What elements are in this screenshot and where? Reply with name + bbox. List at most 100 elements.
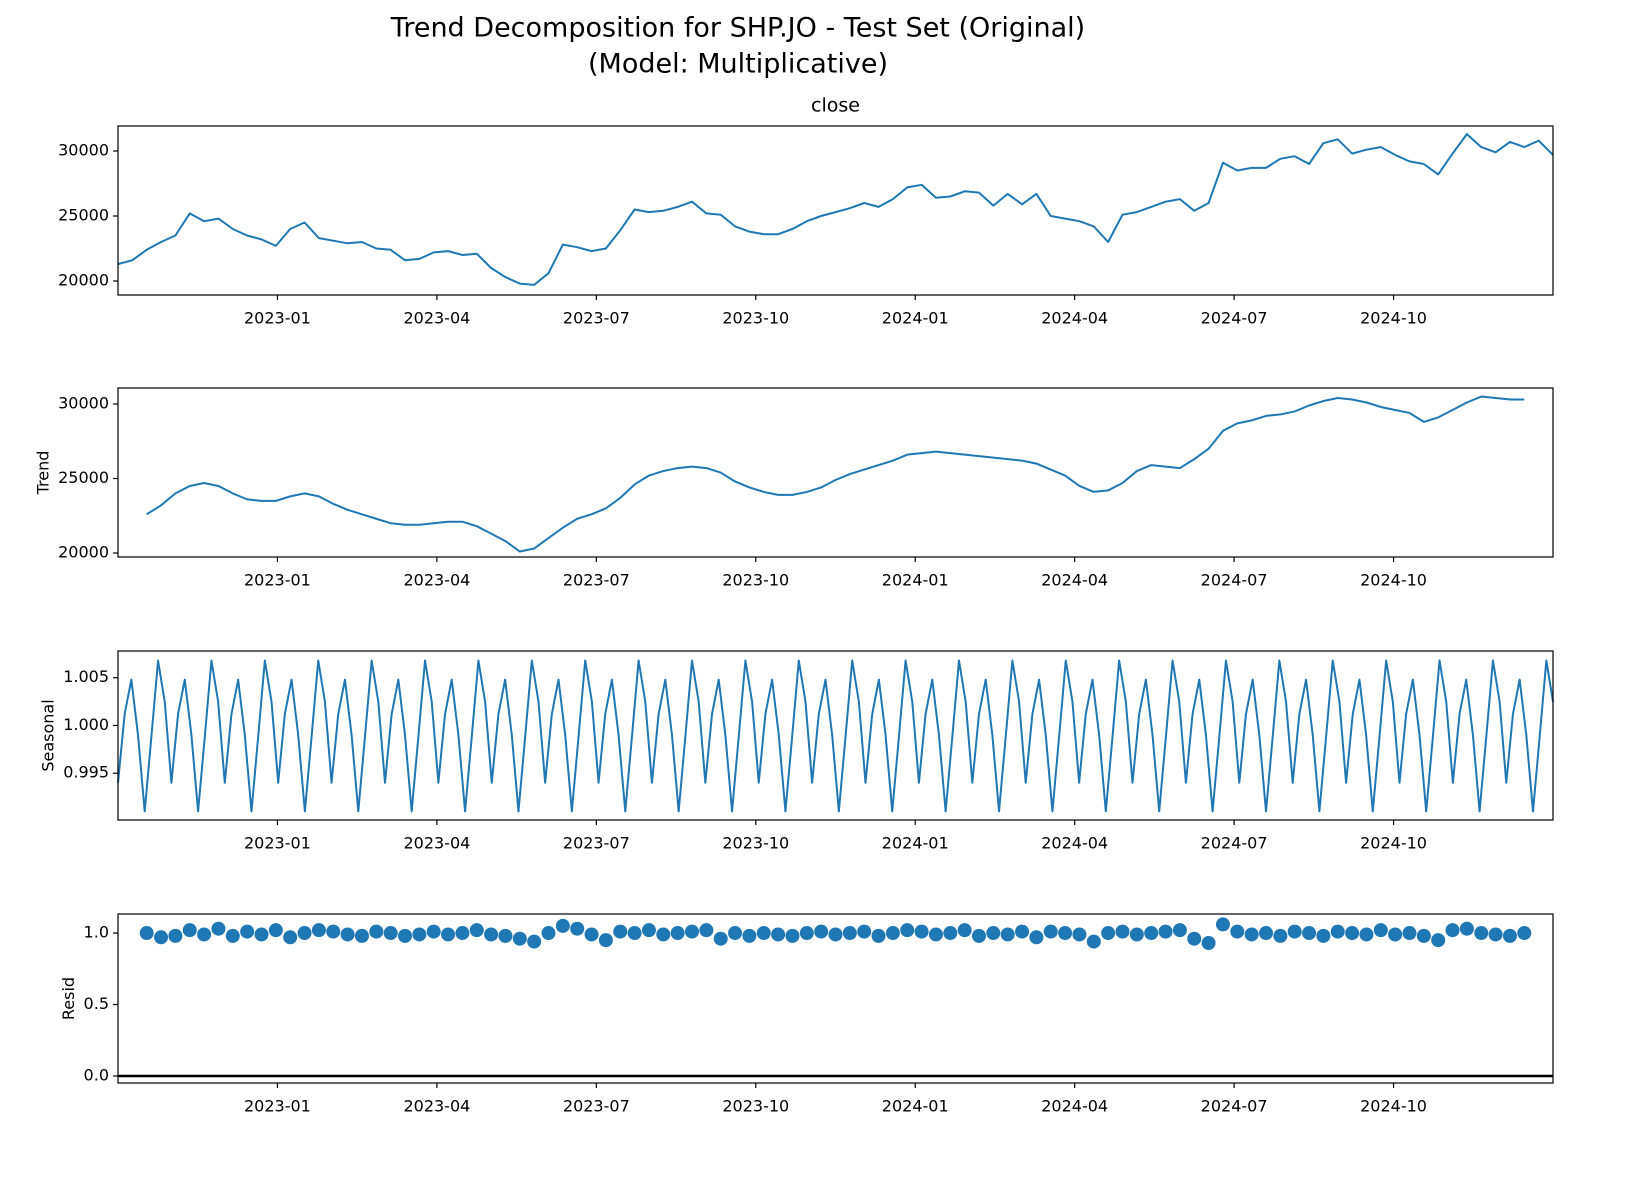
x-tick-label: 2023-07 <box>563 571 630 590</box>
resid-point <box>1172 923 1187 938</box>
resid-point <box>555 918 570 933</box>
x-tick-label: 2023-04 <box>403 309 470 328</box>
resid-point <box>1373 923 1388 938</box>
resid-point <box>957 923 972 938</box>
resid-point <box>340 927 355 942</box>
resid-point <box>1445 923 1460 938</box>
x-tick-label: 2023-01 <box>244 1097 311 1116</box>
resid-point <box>455 926 470 941</box>
resid-point <box>785 928 800 943</box>
y-tick-label: 25000 <box>58 205 109 224</box>
resid-point <box>728 926 743 941</box>
x-tick-label: 2024-07 <box>1201 571 1268 590</box>
resid-point <box>225 928 240 943</box>
resid-point <box>685 924 699 939</box>
resid-point <box>1402 926 1417 941</box>
x-tick-label: 2024-01 <box>882 1097 949 1116</box>
x-tick-label: 2024-04 <box>1041 834 1108 853</box>
x-tick-label: 2024-04 <box>1041 571 1108 590</box>
axes-frame <box>117 913 1554 1084</box>
axes-frame <box>117 387 1554 558</box>
axes-frame <box>117 650 1554 821</box>
resid-point <box>771 927 786 942</box>
x-tick-label: 2023-07 <box>563 1097 630 1116</box>
resid-point <box>197 927 212 942</box>
resid-point <box>828 927 843 942</box>
resid-point <box>168 928 183 943</box>
y-axis-label: Trend <box>34 451 53 496</box>
resid-point <box>1201 936 1216 951</box>
resid-point <box>1302 926 1317 941</box>
resid-point <box>1330 924 1345 939</box>
x-tick-label: 2024-01 <box>882 309 949 328</box>
resid-point <box>1086 934 1101 949</box>
resid-point <box>1215 917 1230 932</box>
figure-title: Trend Decomposition for SHP.JO - Test Se… <box>390 13 1085 44</box>
resid-point <box>1187 931 1202 946</box>
resid-point <box>254 927 269 942</box>
resid-point <box>1431 933 1446 948</box>
x-tick-label: 2024-07 <box>1201 309 1268 328</box>
resid-point <box>268 923 283 938</box>
resid-point <box>1015 924 1030 939</box>
resid-point <box>383 926 398 941</box>
resid-point <box>1459 921 1474 936</box>
resid-point <box>412 927 427 942</box>
y-tick-label: 0.5 <box>84 994 109 1013</box>
x-tick-label: 2023-01 <box>244 571 311 590</box>
y-tick-label: 20000 <box>58 270 109 289</box>
y-tick-label: 1.005 <box>63 667 109 686</box>
y-tick-label: 0.0 <box>84 1065 109 1084</box>
x-tick-label: 2023-07 <box>563 309 630 328</box>
x-tick-label: 2024-10 <box>1360 1097 1427 1116</box>
resid-point <box>1474 926 1489 941</box>
resid-point <box>842 926 857 941</box>
x-tick-label: 2024-10 <box>1360 571 1427 590</box>
resid-point <box>1000 927 1015 942</box>
x-tick-label: 2023-04 <box>403 1097 470 1116</box>
resid-point <box>972 928 986 943</box>
resid-point <box>369 924 384 939</box>
resid-point <box>713 931 728 946</box>
resid-point <box>1029 930 1044 945</box>
resid-point <box>613 924 628 939</box>
resid-point <box>1316 928 1331 943</box>
resid-point <box>498 928 513 943</box>
resid-point <box>297 926 312 941</box>
resid-point <box>900 923 915 938</box>
x-tick-label: 2024-04 <box>1041 309 1108 328</box>
resid-point <box>1144 926 1159 941</box>
resid-point <box>914 924 929 939</box>
resid-point <box>1273 928 1288 943</box>
x-tick-label: 2023-10 <box>722 571 789 590</box>
resid-point <box>986 926 1001 941</box>
x-tick-label: 2023-10 <box>722 1097 789 1116</box>
resid-point <box>928 927 943 942</box>
y-tick-label: 30000 <box>58 140 109 159</box>
resid-point <box>469 923 484 938</box>
resid-point <box>426 924 441 939</box>
x-tick-label: 2023-10 <box>722 834 789 853</box>
y-tick-label: 1.0 <box>84 923 109 942</box>
resid-point <box>756 926 771 941</box>
resid-point <box>240 924 255 939</box>
x-tick-label: 2023-01 <box>244 834 311 853</box>
resid-point <box>799 926 814 941</box>
y-axis-label: Seasonal <box>39 699 58 771</box>
x-tick-label: 2024-10 <box>1360 834 1427 853</box>
x-tick-label: 2023-10 <box>722 309 789 328</box>
resid-point <box>641 923 656 938</box>
resid-point <box>1345 926 1360 941</box>
resid-point <box>1388 927 1403 942</box>
y-tick-label: 25000 <box>58 468 109 487</box>
resid-point <box>742 928 757 943</box>
resid-point <box>527 934 542 949</box>
resid-point <box>871 928 886 943</box>
resid-point <box>484 927 499 942</box>
resid-point <box>570 921 585 936</box>
x-tick-label: 2023-07 <box>563 834 630 853</box>
resid-point <box>1488 927 1503 942</box>
resid-point <box>512 931 527 946</box>
